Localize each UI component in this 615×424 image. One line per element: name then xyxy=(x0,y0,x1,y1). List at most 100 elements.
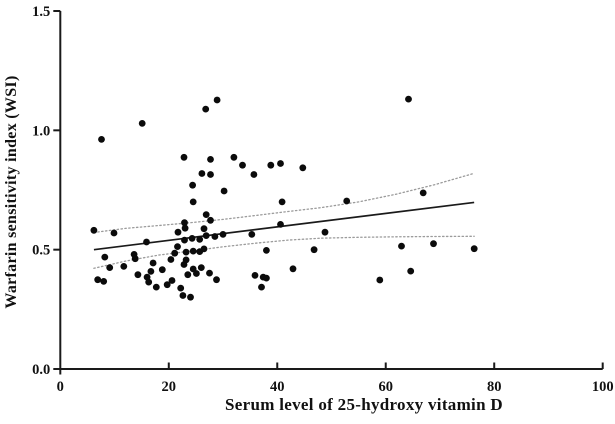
data-point xyxy=(321,228,329,236)
y-tick-label: 1.0 xyxy=(32,123,50,139)
data-point xyxy=(193,270,200,277)
data-point xyxy=(200,225,208,233)
data-point xyxy=(184,271,192,279)
data-point xyxy=(90,226,98,234)
data-point xyxy=(189,181,197,189)
data-point xyxy=(310,246,318,254)
x-tick-label: 100 xyxy=(592,379,614,395)
x-tick-label: 0 xyxy=(57,379,64,395)
y-tick-label: 0.5 xyxy=(32,243,50,259)
data-point xyxy=(289,265,297,273)
data-point xyxy=(470,245,478,253)
data-point xyxy=(405,95,412,103)
y-tick-label: 1.5 xyxy=(32,4,50,20)
axes xyxy=(59,10,603,375)
data-point xyxy=(202,105,210,113)
data-point xyxy=(213,96,221,104)
data-point xyxy=(189,198,197,206)
data-point xyxy=(277,221,284,228)
data-point xyxy=(180,261,188,268)
y-axis-title: Warfarin sensitivity index (WSI) xyxy=(3,75,20,308)
data-point xyxy=(143,238,150,246)
data-point xyxy=(211,233,219,240)
data-point xyxy=(180,153,188,161)
data-point xyxy=(263,274,270,282)
data-point xyxy=(398,242,405,250)
data-point xyxy=(168,277,176,284)
data-point xyxy=(202,232,210,240)
tick-marks xyxy=(53,9,604,370)
x-tick-label: 80 xyxy=(487,379,502,395)
data-points xyxy=(90,95,478,301)
data-point xyxy=(171,249,179,257)
data-point xyxy=(106,264,114,271)
data-point xyxy=(196,236,204,243)
data-point xyxy=(219,231,227,238)
data-point xyxy=(207,216,214,224)
data-point xyxy=(239,161,246,169)
x-axis-title: Serum level of 25-hydroxy vitamin D xyxy=(225,395,503,414)
data-point xyxy=(267,161,275,169)
data-point xyxy=(189,247,197,255)
data-point xyxy=(248,231,256,238)
data-point xyxy=(163,281,171,289)
data-point xyxy=(101,253,109,261)
data-point xyxy=(94,276,102,284)
data-point xyxy=(138,120,146,127)
ci-upper-line xyxy=(93,172,475,234)
data-point xyxy=(230,153,238,161)
x-tick-label: 40 xyxy=(270,379,285,395)
data-point xyxy=(299,164,307,172)
data-point xyxy=(419,189,427,197)
data-point xyxy=(149,259,157,267)
data-point xyxy=(134,271,142,279)
data-point xyxy=(278,198,286,206)
data-point xyxy=(200,245,208,253)
data-point xyxy=(181,224,189,232)
data-point xyxy=(430,240,437,248)
data-point xyxy=(174,243,181,251)
data-point xyxy=(177,284,185,292)
confidence-interval-lines xyxy=(93,172,475,269)
data-point xyxy=(100,278,108,285)
y-tick-label: 0.0 xyxy=(32,362,50,378)
data-point xyxy=(131,255,139,263)
data-point xyxy=(407,267,415,275)
data-point xyxy=(187,293,194,301)
data-point xyxy=(181,236,188,244)
x-tick-label: 60 xyxy=(378,379,393,395)
data-point xyxy=(206,269,213,277)
data-point xyxy=(202,211,210,219)
data-point xyxy=(174,228,182,236)
data-point xyxy=(277,160,284,167)
data-point xyxy=(198,170,206,177)
data-point xyxy=(120,263,128,270)
data-point xyxy=(167,256,175,263)
data-point xyxy=(188,235,196,242)
data-point xyxy=(158,266,166,274)
data-point xyxy=(181,219,188,227)
data-point xyxy=(197,264,205,271)
data-point xyxy=(220,187,228,195)
data-point xyxy=(376,276,384,284)
data-point xyxy=(145,278,153,286)
data-point xyxy=(207,171,214,178)
data-point xyxy=(263,247,270,254)
data-point xyxy=(343,197,351,205)
data-point xyxy=(152,283,160,291)
ci-lower-line xyxy=(93,235,475,269)
data-point xyxy=(110,229,118,237)
data-point xyxy=(213,276,220,284)
best-fit-line xyxy=(93,201,475,251)
data-point xyxy=(147,268,155,275)
data-point xyxy=(251,272,259,279)
data-point xyxy=(250,171,258,178)
x-tick-label: 20 xyxy=(162,379,177,395)
data-point xyxy=(207,156,214,163)
data-point xyxy=(182,248,190,256)
data-point xyxy=(258,283,265,291)
tick-labels: 0.0 0.5 1.0 1.5 0 20 40 60 80 100 xyxy=(32,4,613,395)
data-point xyxy=(98,136,105,143)
